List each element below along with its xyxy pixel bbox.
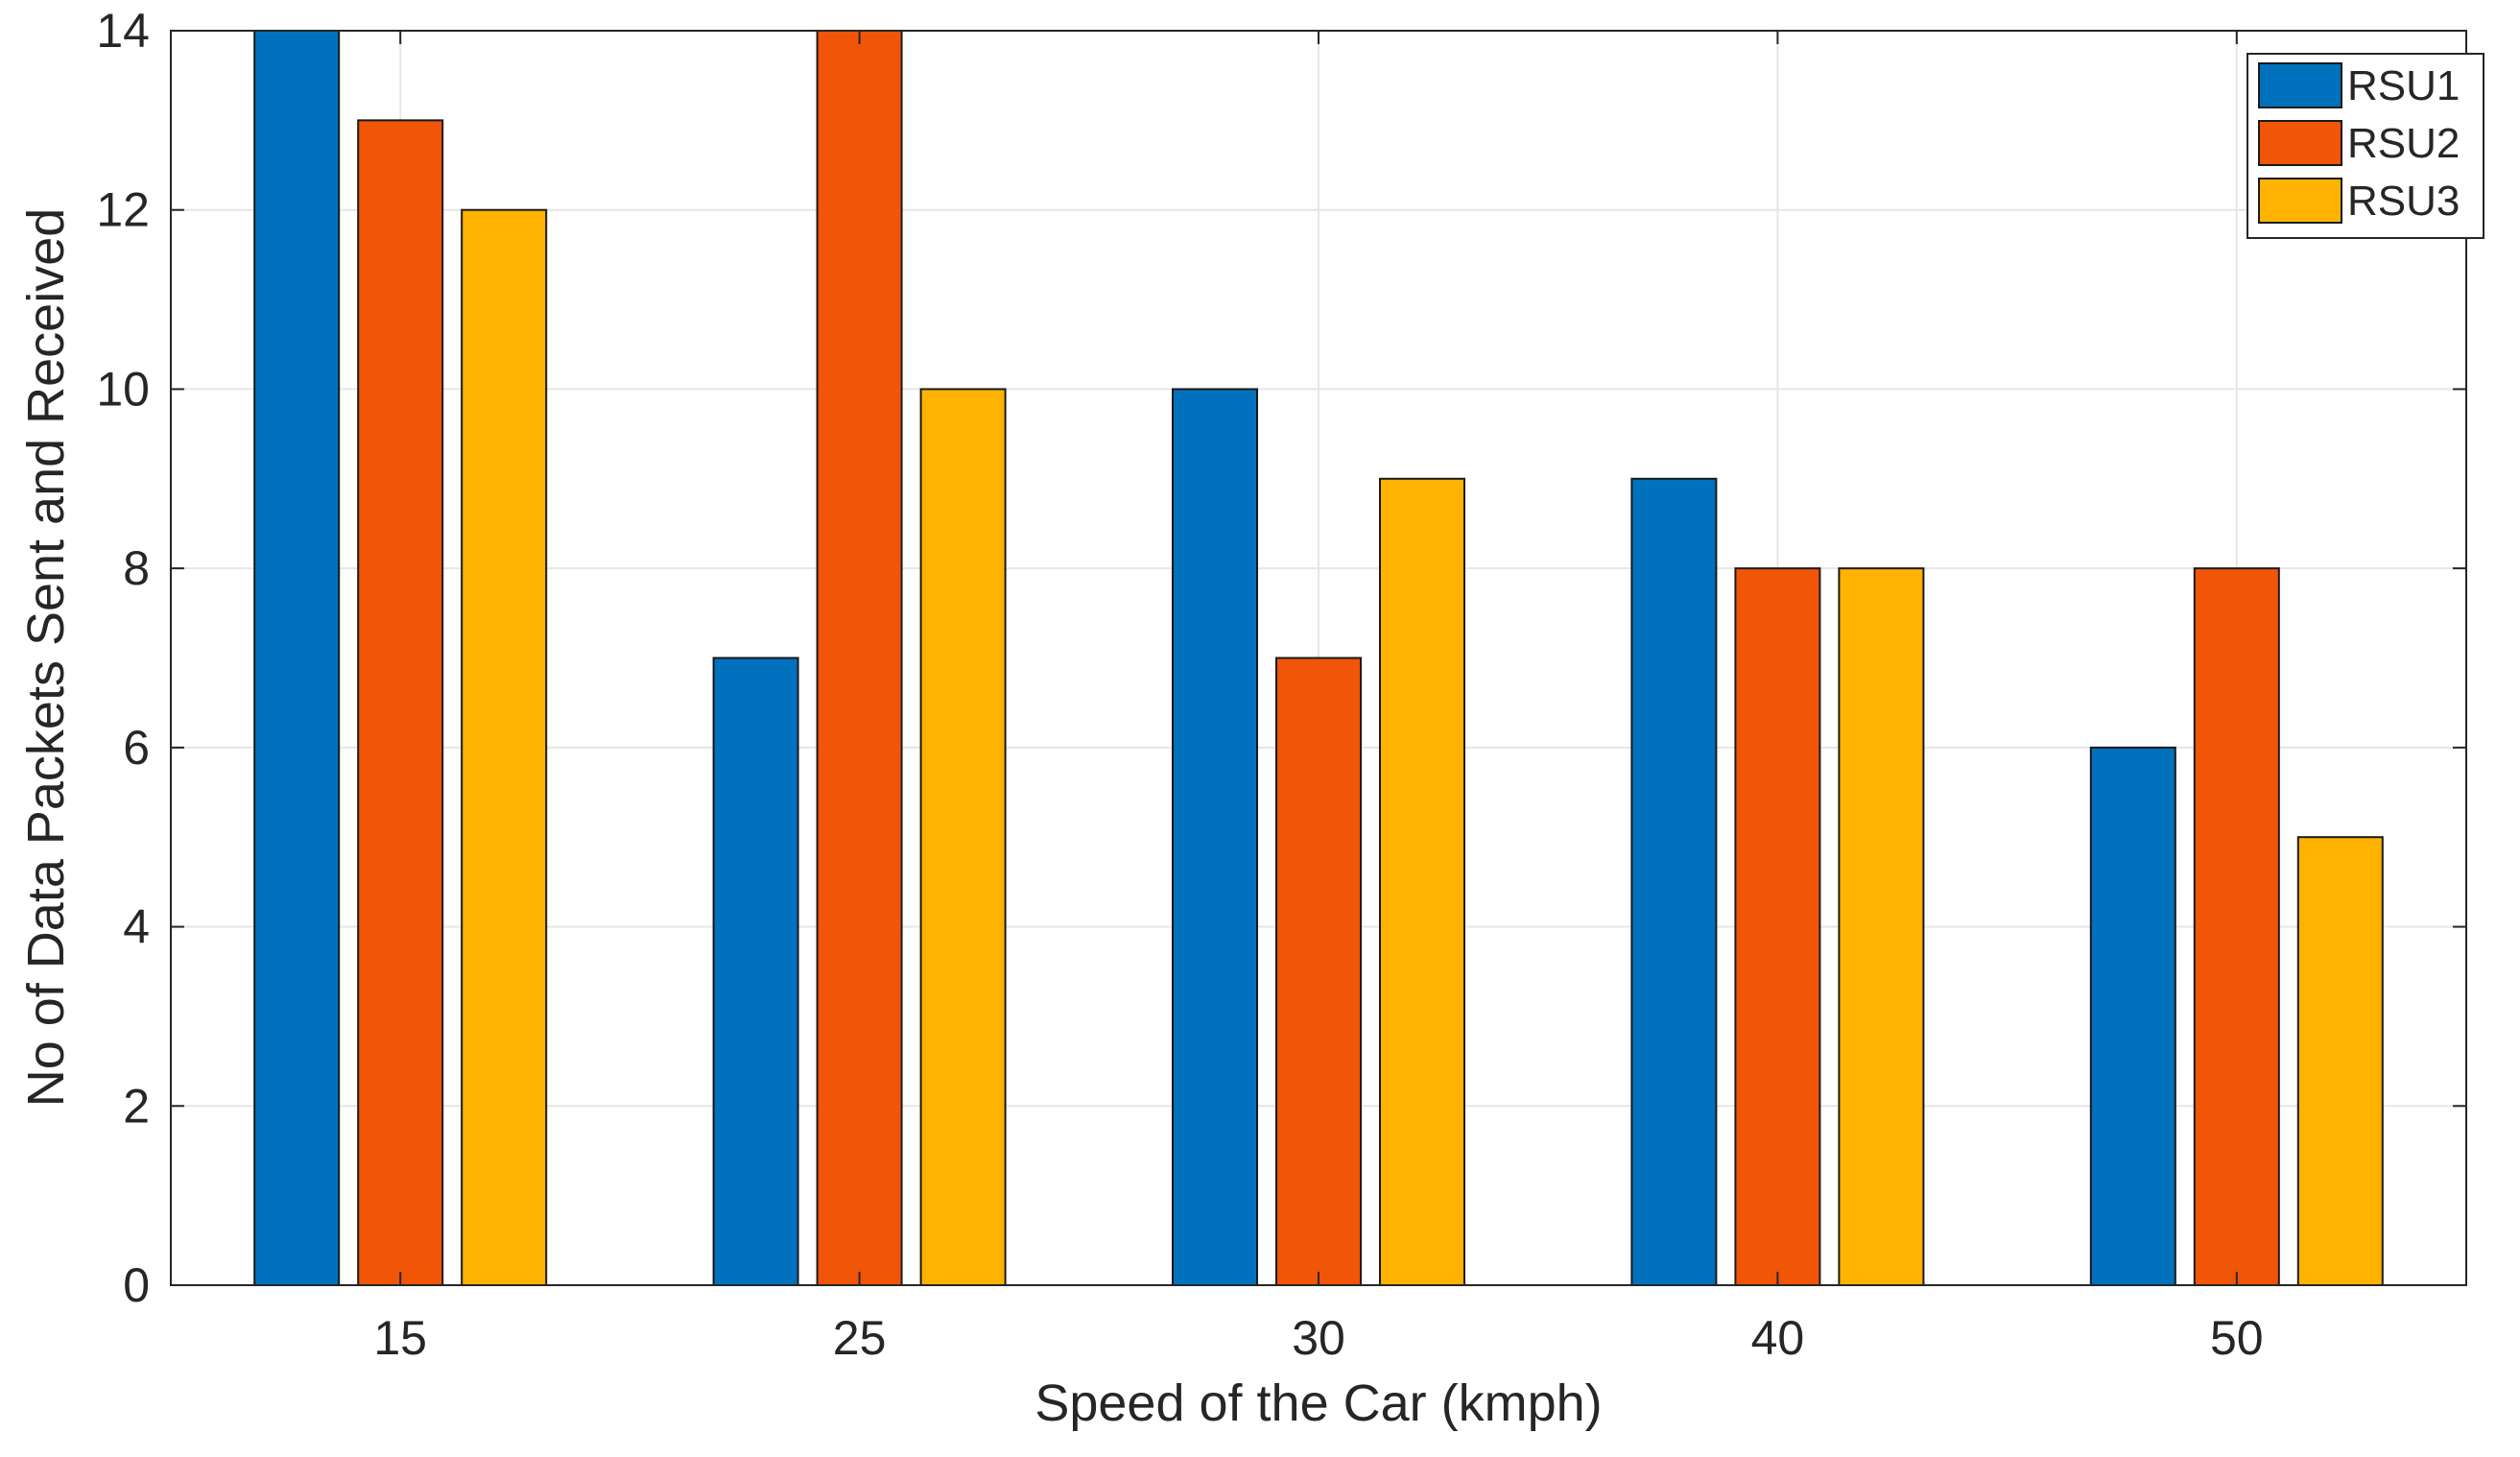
bar-rsu1-30 <box>1172 388 1258 1286</box>
y-tick-label: 12 <box>96 183 150 237</box>
x-axis-title: Speed of the Car (kmph) <box>1034 1374 1602 1432</box>
legend: RSU1 RSU2 RSU3 <box>2247 53 2484 239</box>
legend-label-rsu3: RSU3 <box>2347 178 2460 225</box>
bar-rsu1-40 <box>1630 477 1718 1286</box>
bar-rsu2-40 <box>1734 567 1821 1286</box>
bar-rsu1-25 <box>712 657 799 1286</box>
y-tick-label: 4 <box>123 900 150 954</box>
y-tick-label: 2 <box>123 1079 150 1133</box>
y-tick-label: 14 <box>96 4 150 58</box>
axis-ticks: 0 2 4 6 8 10 12 14 15 25 30 40 50 <box>96 4 2466 1365</box>
legend-swatch-rsu2 <box>2258 120 2342 166</box>
bar-rsu3-40 <box>1838 567 1925 1286</box>
bar-rsu2-15 <box>357 119 444 1286</box>
bar-rsu3-50 <box>2296 836 2384 1286</box>
legend-label-rsu1: RSU1 <box>2347 62 2460 109</box>
legend-swatch-rsu3 <box>2258 178 2342 224</box>
y-tick-label: 0 <box>123 1258 150 1312</box>
bar-rsu2-30 <box>1275 657 1362 1286</box>
bar-rsu2-50 <box>2193 567 2280 1286</box>
y-tick-label: 10 <box>96 362 150 416</box>
x-tick-label: 25 <box>833 1311 887 1365</box>
bar-rsu3-15 <box>461 208 548 1287</box>
bar-rsu2-25 <box>816 30 903 1286</box>
legend-swatch-rsu1 <box>2258 62 2342 108</box>
x-tick-label: 40 <box>1751 1311 1805 1365</box>
x-tick-label: 50 <box>2210 1311 2264 1365</box>
x-tick-label: 30 <box>1292 1311 1345 1365</box>
bar-rsu1-50 <box>2089 746 2176 1286</box>
y-tick-label: 6 <box>123 721 150 775</box>
y-axis-title: No of Data Packets Sent and Received <box>17 208 75 1108</box>
y-tick-label: 8 <box>123 541 150 595</box>
bars <box>253 30 2384 1287</box>
bar-rsu3-30 <box>1379 477 1465 1286</box>
bar-rsu3-25 <box>919 388 1007 1286</box>
legend-items: RSU1 RSU2 RSU3 <box>2258 62 2460 225</box>
legend-label-rsu2: RSU2 <box>2347 120 2460 167</box>
x-tick-label: 15 <box>373 1311 427 1365</box>
bar-rsu1-15 <box>253 30 341 1286</box>
